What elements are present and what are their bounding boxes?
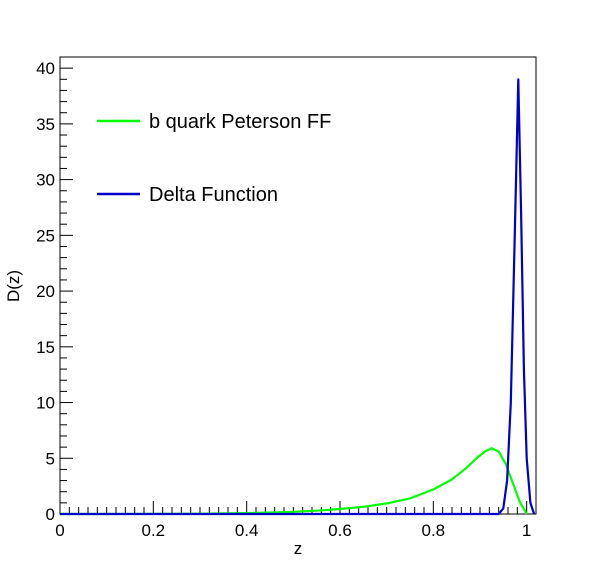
y-tick-label: 30 — [36, 171, 55, 190]
series-layer — [60, 78, 536, 516]
y-tick-label: 0 — [46, 505, 55, 524]
y-axis-ticks: 0 5 10 15 20 25 30 35 40 — [36, 56, 73, 524]
x-tick-label: 1 — [522, 521, 531, 540]
x-tick-label: 0.4 — [235, 521, 259, 540]
x-axis-title: z — [294, 539, 303, 558]
x-tick-label: 0.8 — [422, 521, 446, 540]
y-tick-label: 10 — [36, 394, 55, 413]
y-tick-label: 40 — [36, 59, 55, 78]
legend-label-peterson: b quark Peterson FF — [149, 111, 331, 133]
y-tick-label: 35 — [36, 115, 55, 134]
y-tick-label: 25 — [36, 226, 55, 245]
x-tick-label: 0.6 — [328, 521, 352, 540]
x-tick-label: 0.2 — [142, 521, 166, 540]
y-tick-label: 20 — [36, 282, 55, 301]
x-tick-label: 0 — [55, 521, 64, 540]
legend: b quark Peterson FF Delta Function — [97, 111, 331, 206]
x-axis-ticks: 0 0.2 0.4 0.6 0.8 1 — [55, 501, 531, 540]
legend-label-delta: Delta Function — [149, 184, 278, 206]
series-line-peterson — [60, 447, 528, 516]
series-line-delta — [60, 78, 536, 516]
y-axis-title: D(z) — [4, 270, 23, 302]
y-tick-label: 15 — [36, 338, 55, 357]
y-tick-label: 5 — [46, 449, 55, 468]
